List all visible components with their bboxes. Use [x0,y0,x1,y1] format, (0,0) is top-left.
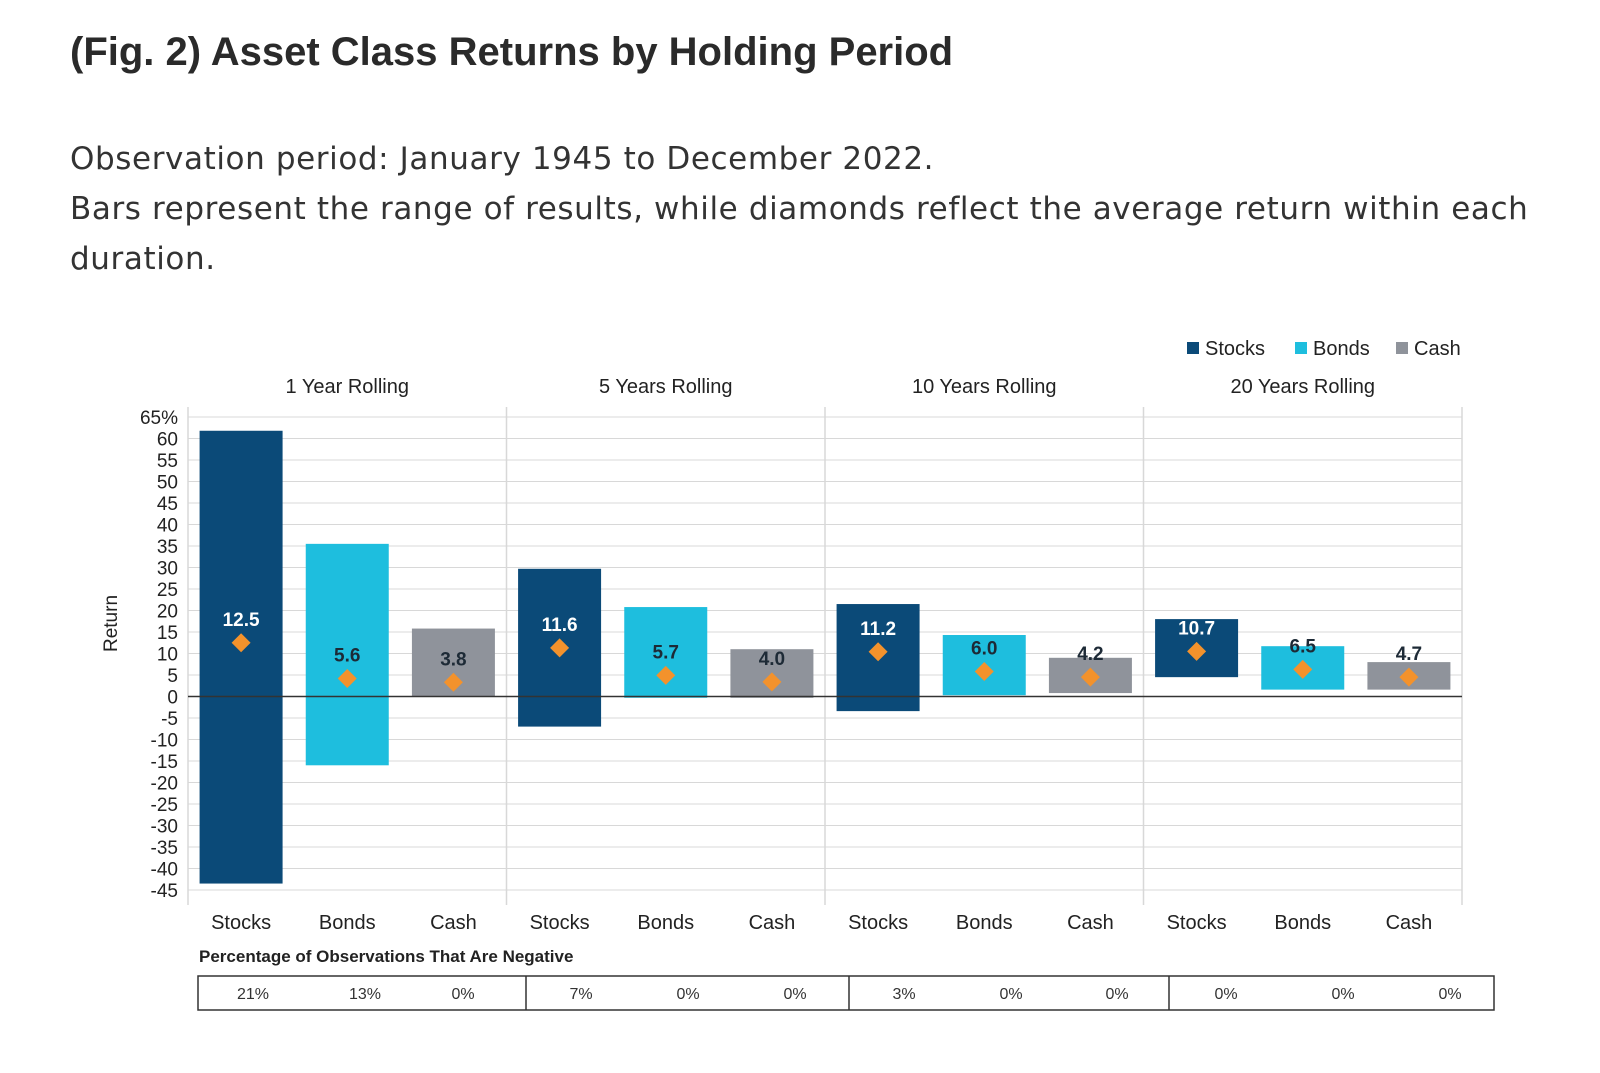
y-tick-label: 20 [157,602,178,623]
category-label: Stocks [530,912,590,934]
average-diamond-marker [231,633,251,653]
y-tick-label: -20 [151,774,178,795]
y-axis-label: Return [101,595,122,652]
average-diamond-marker [1187,641,1207,661]
average-value-label: 6.0 [971,639,997,660]
negative-table-cell: 3% [892,986,915,1003]
negative-table-cell: 0% [1105,986,1128,1003]
category-label: Bonds [637,912,694,934]
legend-swatch-cash [1396,342,1408,354]
y-tick-label: 25 [157,580,178,601]
y-tick-label: 65% [140,408,178,429]
negative-table-cell: 0% [1331,986,1354,1003]
average-value-label: 4.2 [1077,644,1103,665]
negative-table-cell: 0% [676,986,699,1003]
average-value-label: 3.8 [440,649,466,670]
average-diamond-marker [762,672,782,692]
average-value-label: 10.7 [1178,618,1215,639]
group-label: 5 Years Rolling [599,376,732,398]
category-label: Cash [749,912,796,934]
y-tick-label: -40 [151,860,178,881]
y-tick-label: 0 [167,688,178,709]
y-tick-label: 15 [157,623,178,644]
negative-table-cell: 0% [1438,986,1461,1003]
average-diamond-marker [656,665,676,685]
y-tick-label: 55 [157,451,178,472]
category-label: Bonds [956,912,1013,934]
legend-label-stocks: Stocks [1205,338,1265,360]
negative-table-cell: 0% [451,986,474,1003]
legend-label-bonds: Bonds [1313,338,1370,360]
y-tick-label: -5 [161,709,178,730]
average-value-label: 4.7 [1396,644,1422,665]
average-value-label: 12.5 [223,610,260,631]
negative-table-cell: 7% [569,986,592,1003]
negative-table-cell: 0% [999,986,1022,1003]
average-diamond-marker [974,662,994,682]
negative-table-cell: 13% [349,986,381,1003]
group-label: 1 Year Rolling [286,376,409,398]
y-tick-label: 5 [167,666,178,687]
average-diamond-marker [1080,667,1100,687]
category-label: Cash [1067,912,1114,934]
average-value-label: 11.2 [860,619,896,640]
y-tick-label: 60 [157,430,178,451]
average-diamond-marker [1293,659,1313,679]
y-tick-label: 30 [157,559,178,580]
legend-swatch-bonds [1295,342,1307,354]
description-bars-explanation: Bars represent the range of results, whi… [70,191,1529,277]
average-value-label: 6.5 [1290,636,1317,657]
average-diamond-marker [868,642,888,662]
chart-description: Observation period: January 1945 to Dece… [70,134,1540,284]
category-label: Stocks [211,912,271,934]
average-diamond-marker [443,672,463,692]
y-tick-label: 40 [157,516,178,537]
average-diamond-marker [337,668,357,688]
y-tick-label: -15 [151,752,178,773]
average-value-label: 11.6 [542,615,578,636]
negative-table-cell: 0% [1214,986,1237,1003]
category-label: Bonds [319,912,376,934]
legend-label-cash: Cash [1414,338,1461,360]
range-bar-stocks [199,430,283,884]
group-label: 20 Years Rolling [1230,376,1375,398]
negative-table-cell: 0% [783,986,806,1003]
category-label: Stocks [848,912,908,934]
range-bar-bonds [305,543,389,766]
y-tick-label: -45 [151,881,178,902]
y-tick-label: 50 [157,473,178,494]
category-label: Cash [430,912,477,934]
average-diamond-marker [1399,667,1419,687]
category-label: Stocks [1167,912,1227,934]
legend-swatch-stocks [1187,342,1199,354]
negative-table-title: Percentage of Observations That Are Nega… [199,947,573,966]
average-diamond-marker [550,638,570,658]
page-title: (Fig. 2) Asset Class Returns by Holding … [70,30,954,74]
y-tick-label: -10 [151,731,178,752]
group-label: 10 Years Rolling [912,376,1057,398]
negative-table-border [197,975,1495,1011]
category-label: Bonds [1274,912,1331,934]
average-value-label: 5.7 [653,642,679,663]
description-observation-period: Observation period: January 1945 to Dece… [70,141,935,177]
y-tick-label: -25 [151,795,178,816]
negative-table-cell: 21% [237,986,269,1003]
y-tick-label: 10 [157,645,178,666]
y-tick-label: -30 [151,817,178,838]
category-label: Cash [1386,912,1433,934]
y-tick-label: -35 [151,838,178,859]
y-tick-label: 45 [157,494,178,515]
average-value-label: 4.0 [759,649,785,670]
average-value-label: 5.6 [334,645,360,666]
y-tick-label: 35 [157,537,178,558]
